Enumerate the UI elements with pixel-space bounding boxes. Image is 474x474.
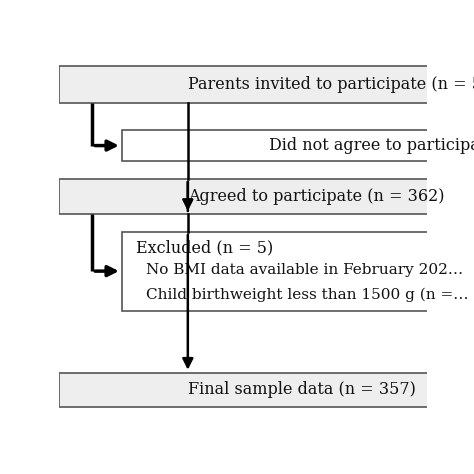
Text: Final sample data (n = 357): Final sample data (n = 357) — [188, 382, 416, 399]
Text: Child birthweight less than 1500 g (n =…: Child birthweight less than 1500 g (n =… — [146, 288, 468, 302]
FancyBboxPatch shape — [122, 130, 474, 161]
Text: Parents invited to participate (n = 537): Parents invited to participate (n = 537) — [188, 76, 474, 93]
Text: Excluded (n = 5): Excluded (n = 5) — [137, 239, 273, 256]
FancyBboxPatch shape — [122, 232, 474, 310]
Text: Agreed to participate (n = 362): Agreed to participate (n = 362) — [188, 188, 444, 205]
FancyBboxPatch shape — [59, 373, 474, 407]
FancyBboxPatch shape — [59, 66, 474, 102]
Text: Did not agree to participate (n = 17...: Did not agree to participate (n = 17... — [269, 137, 474, 154]
Text: No BMI data available in February 202…: No BMI data available in February 202… — [146, 264, 463, 277]
FancyBboxPatch shape — [59, 179, 474, 214]
